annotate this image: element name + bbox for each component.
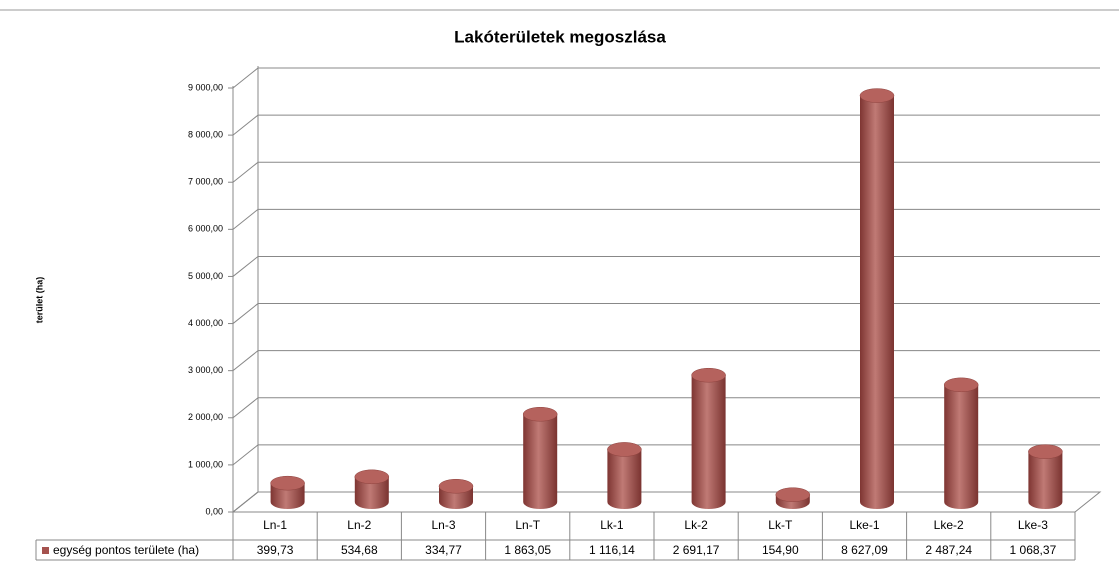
cylinder-body — [270, 483, 305, 509]
cylinder-body — [691, 375, 726, 509]
cylinder — [943, 377, 979, 509]
category-label: Lk-2 — [684, 518, 708, 532]
cylinder-top — [270, 475, 305, 491]
cylinder-top — [943, 377, 979, 393]
grid-line — [232, 303, 1100, 324]
value-label: 8 627,09 — [841, 543, 888, 557]
cylinder-body — [607, 449, 642, 509]
cylinder-body — [944, 384, 979, 509]
value-label: 534,68 — [341, 543, 378, 557]
category-label: Ln-3 — [431, 518, 455, 532]
cylinder-body — [1028, 451, 1063, 509]
category-label: Lke-2 — [934, 518, 964, 532]
grid-line — [232, 161, 1100, 183]
grid-line — [232, 350, 1100, 372]
grid-line — [232, 397, 1100, 419]
cylinder — [270, 475, 305, 509]
cylinder-top — [522, 406, 558, 422]
y-tick-label: 3 000,00 — [188, 365, 223, 375]
category-label: Ln-T — [515, 518, 540, 532]
grid-line — [232, 255, 1100, 277]
cylinder-top — [1028, 444, 1063, 459]
y-tick-label: 9 000,00 — [188, 82, 223, 92]
value-label: 399,73 — [257, 543, 294, 557]
grid-line — [232, 491, 1100, 513]
cylinder — [1028, 444, 1063, 509]
value-label: 1 863,05 — [504, 543, 551, 557]
cylinder-body — [860, 95, 894, 509]
grid-line — [232, 208, 1100, 230]
value-label: 1 116,14 — [589, 543, 635, 557]
grid-line — [232, 114, 1100, 136]
category-label: Lk-T — [768, 518, 793, 532]
cylinder — [354, 469, 390, 509]
cylinder-top — [438, 478, 474, 494]
grid-line — [232, 444, 1100, 466]
category-label: Ln-1 — [263, 518, 287, 532]
value-label: 2 487,24 — [925, 543, 972, 557]
category-label: Ln-2 — [347, 518, 371, 532]
category-label: Lke-3 — [1018, 518, 1048, 532]
category-label: Lke-1 — [849, 518, 879, 532]
cylinder — [438, 478, 474, 509]
cylinder — [522, 406, 558, 509]
cylinder — [607, 442, 642, 509]
y-tick-label: 1 000,00 — [188, 459, 223, 469]
value-label: 334,77 — [425, 543, 462, 557]
value-label: 1 068,37 — [1010, 543, 1057, 557]
value-label: 2 691,17 — [673, 543, 720, 557]
y-tick-label: 4 000,00 — [188, 318, 223, 328]
value-label: 154,90 — [762, 543, 799, 557]
y-tick-label: 2 000,00 — [188, 412, 223, 422]
category-label: Lk-1 — [600, 518, 624, 532]
y-tick-label: 8 000,00 — [188, 129, 223, 139]
y-tick-label: 6 000,00 — [188, 224, 223, 234]
chart-title: Lakóterületek megoszlása — [454, 27, 666, 46]
y-tick-label: 7 000,00 — [188, 177, 223, 187]
cylinder-top — [607, 442, 642, 457]
legend-swatch — [42, 547, 49, 554]
cylinder — [691, 367, 726, 509]
cylinder — [775, 487, 811, 509]
grid-line — [232, 67, 1100, 89]
cylinder-body — [354, 476, 389, 509]
cylinder-top — [859, 88, 895, 103]
cylinder — [859, 88, 895, 509]
cylinder-body — [523, 414, 558, 509]
legend-label: egység pontos területe (ha) — [53, 543, 199, 557]
y-axis-label: terület (ha) — [34, 277, 44, 324]
y-tick-label: 5 000,00 — [188, 271, 223, 281]
cylinder-top — [775, 487, 811, 502]
cylinder-top — [691, 367, 726, 383]
y-tick-label: 0,00 — [205, 506, 223, 516]
cylinder-top — [354, 469, 390, 485]
